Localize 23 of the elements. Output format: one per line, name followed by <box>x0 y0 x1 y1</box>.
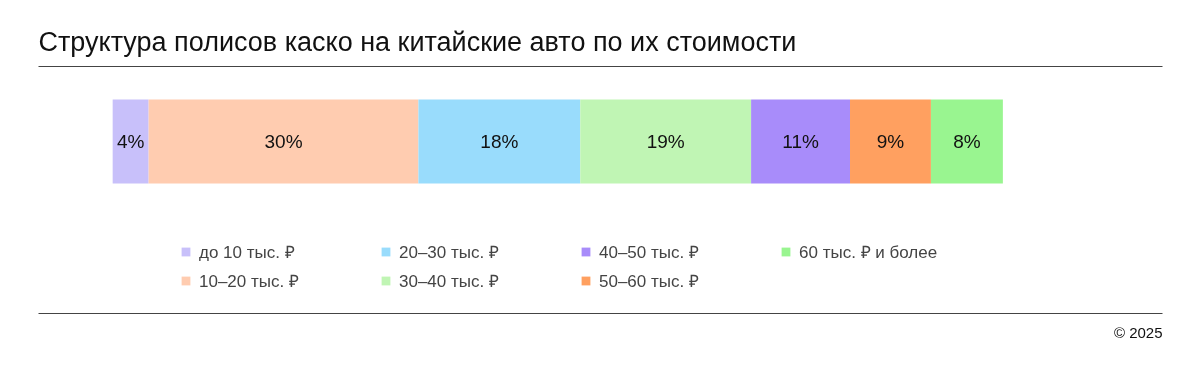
legend-label: 10–20 тыс. ₽ <box>199 271 300 292</box>
legend-label: 40–50 тыс. ₽ <box>599 242 700 263</box>
legend-label: 20–30 тыс. ₽ <box>399 242 500 263</box>
bar <box>930 99 1003 184</box>
legend-label: 60 тыс. ₽ и более <box>799 242 939 263</box>
bar <box>418 99 581 184</box>
chart-title: Структура полисов каско на китайские авто по их стоимости <box>38 26 797 57</box>
legend-label: 30–40 тыс. ₽ <box>399 271 500 292</box>
bar <box>751 99 851 184</box>
legend-label: 50–60 тыс. ₽ <box>599 271 700 292</box>
text: © 2025 <box>1113 323 1163 341</box>
data-label: 11% <box>782 131 819 152</box>
data-label: 8% <box>953 131 981 152</box>
bar <box>850 99 931 184</box>
data-label: 19% <box>646 131 685 152</box>
data-label: 18% <box>480 131 519 152</box>
data-label: 9% <box>876 131 905 152</box>
data-label: 4% <box>116 131 145 152</box>
bar <box>148 99 419 184</box>
bar <box>580 99 752 184</box>
data-label: 30% <box>264 131 303 152</box>
legend-label: до 10 тыс. ₽ <box>199 242 296 263</box>
bar <box>112 99 149 184</box>
